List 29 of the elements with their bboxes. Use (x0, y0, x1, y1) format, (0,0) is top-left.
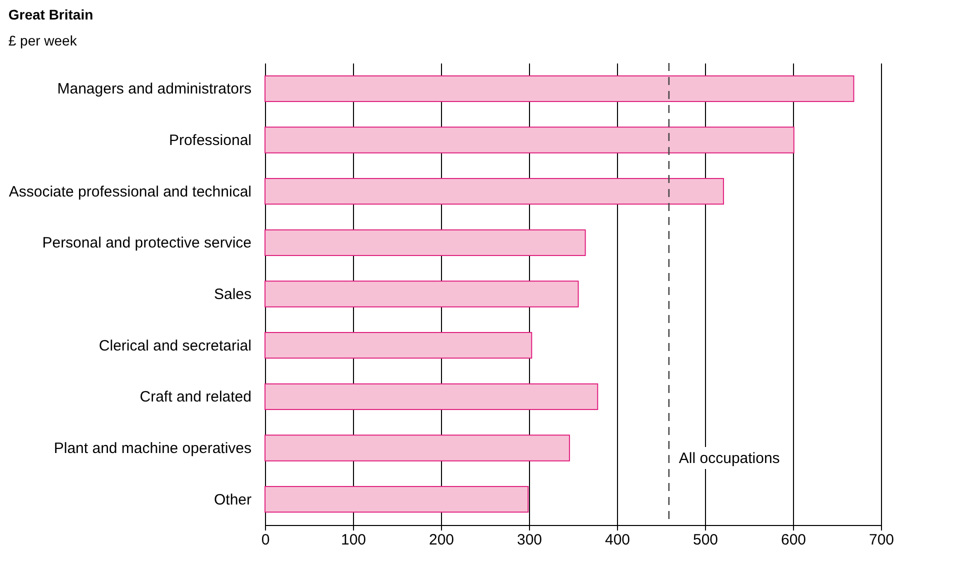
y-tick-label: Professional (168, 132, 252, 149)
y-tick-label: Managers and administrators (57, 80, 252, 98)
text: £ per week (8, 32, 78, 48)
bar (264, 229, 586, 256)
bar (264, 178, 724, 205)
y-tick-label: Sales (214, 286, 252, 303)
x-tick-label: 200 (428, 532, 454, 548)
y-tick-label: Plant and machine operatives (54, 440, 252, 457)
bar (264, 434, 570, 462)
text: Great Britain (8, 6, 94, 22)
bar (264, 383, 598, 410)
bar (264, 75, 854, 102)
x-tick-label: 600 (780, 532, 806, 548)
bar (264, 486, 529, 513)
x-tick-label: 300 (516, 532, 542, 548)
bar (264, 332, 532, 359)
x-tick-label: 500 (692, 532, 718, 548)
y-tick-label: Other (214, 491, 252, 508)
y-tick-label: Personal and protective service (42, 234, 252, 252)
y-tick-label: Craft and related (140, 388, 252, 406)
x-tick-label: 100 (340, 532, 366, 548)
y-tick-label: Clerical and secretarial (98, 337, 252, 354)
bar (264, 280, 579, 308)
y-tick-label: Associate professional and technical (8, 183, 252, 200)
bar (264, 126, 794, 154)
x-tick-label: 400 (604, 532, 630, 548)
x-tick-label: 700 (868, 532, 894, 548)
x-tick-label: 0 (261, 532, 270, 548)
ref-line-label: All occupations (678, 450, 780, 467)
